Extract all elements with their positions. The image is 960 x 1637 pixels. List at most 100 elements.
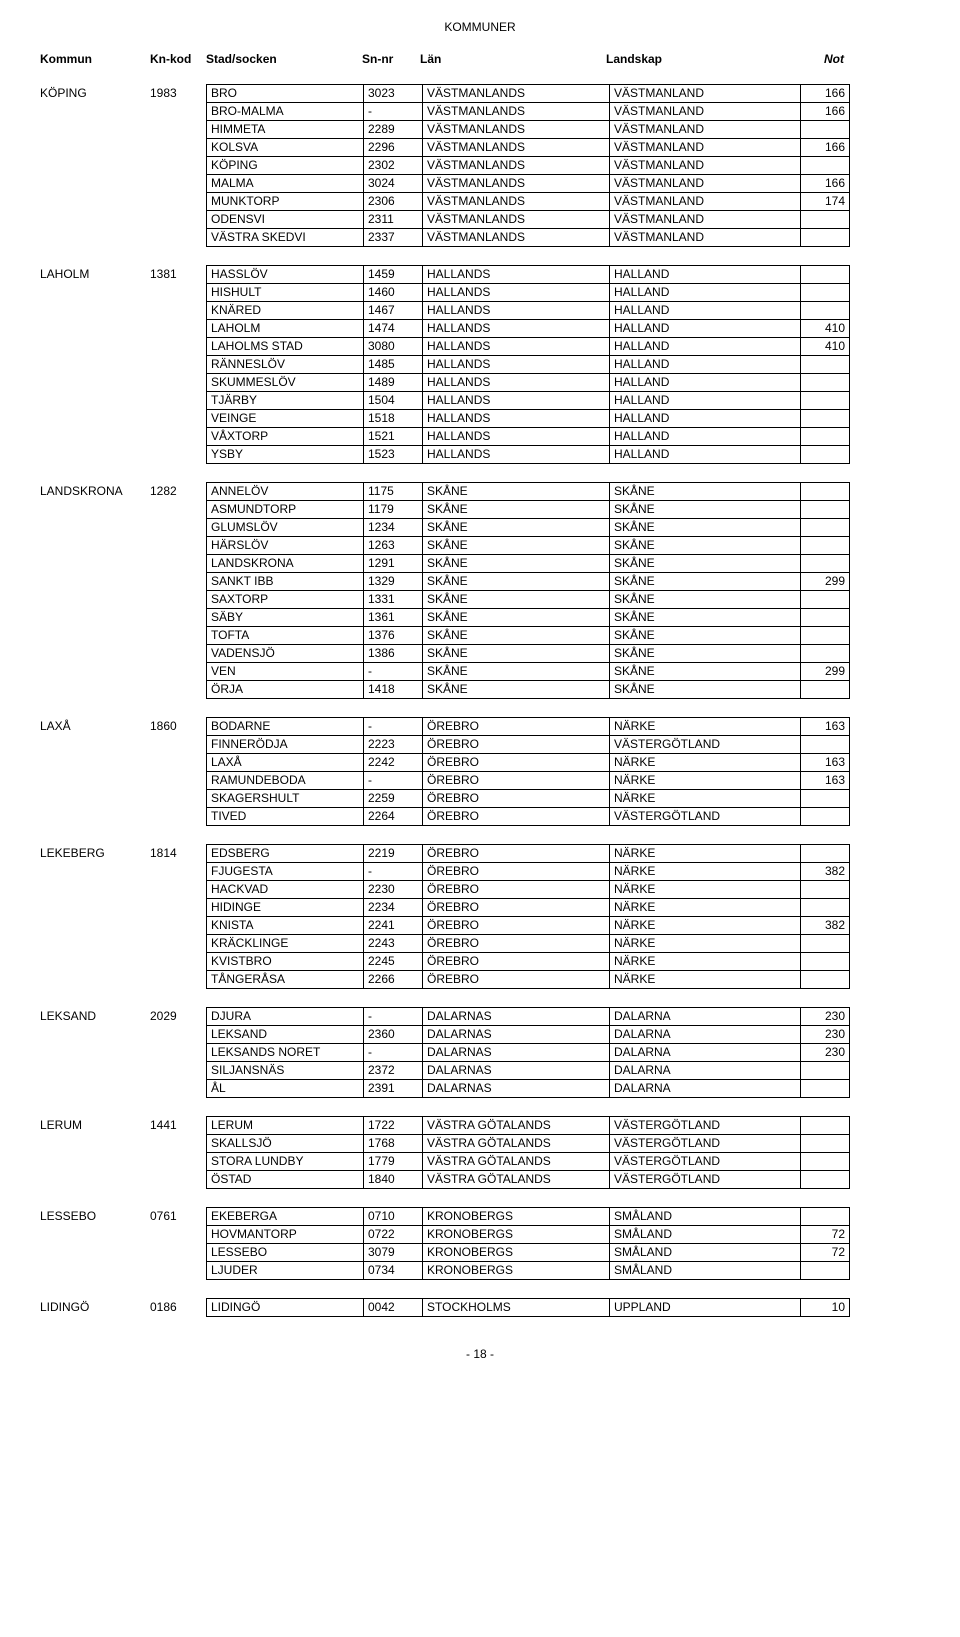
landskap-cell: SKÅNE (610, 591, 801, 609)
socken-cell: BRO (207, 85, 364, 103)
lan-cell: ÖREBRO (423, 808, 610, 826)
table-row: LAXÅ2242ÖREBRONÄRKE163 (207, 754, 850, 772)
not-cell (801, 645, 850, 663)
landskap-cell: HALLAND (610, 284, 801, 302)
kommun-name: LERUM (40, 1116, 150, 1132)
header-socken: Stad/socken (206, 52, 362, 66)
table-row: HÄRSLÖV1263SKÅNESKÅNE (207, 537, 850, 555)
socken-cell: LESSEBO (207, 1244, 364, 1262)
header-not: Not (796, 52, 844, 66)
landskap-cell: VÄSTMANLAND (610, 229, 801, 247)
landskap-cell: NÄRKE (610, 953, 801, 971)
rows-table: LERUM1722VÄSTRA GÖTALANDSVÄSTERGÖTLANDSK… (206, 1116, 850, 1189)
landskap-cell: SKÅNE (610, 555, 801, 573)
kommun-group: LIDINGÖ0186LIDINGÖ0042STOCKHOLMSUPPLAND1… (40, 1298, 920, 1317)
landskap-cell: HALLAND (610, 356, 801, 374)
landskap-cell: SKÅNE (610, 645, 801, 663)
snnr-cell: 2296 (364, 139, 423, 157)
landskap-cell: NÄRKE (610, 790, 801, 808)
header-knkod: Kn-kod (150, 52, 206, 66)
snnr-cell: - (364, 1008, 423, 1026)
socken-cell: TJÄRBY (207, 392, 364, 410)
landskap-cell: VÄSTERGÖTLAND (610, 1153, 801, 1171)
not-cell (801, 1262, 850, 1280)
landskap-cell: HALLAND (610, 374, 801, 392)
snnr-cell: - (364, 772, 423, 790)
table-row: LESSEBO3079KRONOBERGSSMÅLAND72 (207, 1244, 850, 1262)
not-cell (801, 157, 850, 175)
snnr-cell: 2289 (364, 121, 423, 139)
rows-table: DJURA-DALARNASDALARNA230LEKSAND2360DALAR… (206, 1007, 850, 1098)
snnr-cell: 0710 (364, 1208, 423, 1226)
table-row: LERUM1722VÄSTRA GÖTALANDSVÄSTERGÖTLAND (207, 1117, 850, 1135)
socken-cell: VÄSTRA SKEDVI (207, 229, 364, 247)
snnr-cell: 2311 (364, 211, 423, 229)
kommun-group: KÖPING1983BRO3023VÄSTMANLANDSVÄSTMANLAND… (40, 84, 920, 247)
lan-cell: KRONOBERGS (423, 1244, 610, 1262)
snnr-cell: 1263 (364, 537, 423, 555)
table-row: KVISTBRO2245ÖREBRONÄRKE (207, 953, 850, 971)
rows-table: BODARNE-ÖREBRONÄRKE163FINNERÖDJA2223ÖREB… (206, 717, 850, 826)
not-cell: 163 (801, 772, 850, 790)
not-cell (801, 374, 850, 392)
lan-cell: DALARNAS (423, 1026, 610, 1044)
not-cell: 299 (801, 663, 850, 681)
not-cell (801, 428, 850, 446)
snnr-cell: 2337 (364, 229, 423, 247)
lan-cell: HALLANDS (423, 446, 610, 464)
snnr-cell: 0042 (364, 1299, 423, 1317)
not-cell (801, 284, 850, 302)
landskap-cell: VÄSTMANLAND (610, 157, 801, 175)
group-left: KÖPING1983 (40, 84, 206, 247)
lan-cell: VÄSTMANLANDS (423, 211, 610, 229)
landskap-cell: VÄSTERGÖTLAND (610, 808, 801, 826)
not-cell: 166 (801, 85, 850, 103)
landskap-cell: SKÅNE (610, 483, 801, 501)
groups-container: KÖPING1983BRO3023VÄSTMANLANDSVÄSTMANLAND… (40, 84, 920, 1317)
not-cell (801, 1062, 850, 1080)
lan-cell: SKÅNE (423, 627, 610, 645)
kommun-name: LANDSKRONA (40, 482, 150, 498)
snnr-cell: - (364, 863, 423, 881)
socken-cell: HÄRSLÖV (207, 537, 364, 555)
landskap-cell: SKÅNE (610, 681, 801, 699)
table-row: EDSBERG2219ÖREBRONÄRKE (207, 845, 850, 863)
socken-cell: RÄNNESLÖV (207, 356, 364, 374)
not-cell: 163 (801, 754, 850, 772)
lan-cell: DALARNAS (423, 1080, 610, 1098)
table-row: TÅNGERÅSA2266ÖREBRONÄRKE (207, 971, 850, 989)
not-cell: 72 (801, 1244, 850, 1262)
landskap-cell: DALARNA (610, 1026, 801, 1044)
snnr-cell: 1840 (364, 1171, 423, 1189)
lan-cell: SKÅNE (423, 537, 610, 555)
not-cell (801, 356, 850, 374)
landskap-cell: VÄSTMANLAND (610, 85, 801, 103)
lan-cell: VÄSTRA GÖTALANDS (423, 1135, 610, 1153)
not-cell: 382 (801, 917, 850, 935)
table-row: LEKSANDS NORET-DALARNASDALARNA230 (207, 1044, 850, 1062)
not-cell: 166 (801, 175, 850, 193)
table-row: FINNERÖDJA2223ÖREBROVÄSTERGÖTLAND (207, 736, 850, 754)
landskap-cell: SMÅLAND (610, 1262, 801, 1280)
lan-cell: KRONOBERGS (423, 1226, 610, 1244)
snnr-cell: - (364, 103, 423, 121)
socken-cell: HASSLÖV (207, 266, 364, 284)
not-cell (801, 953, 850, 971)
lan-cell: ÖREBRO (423, 772, 610, 790)
socken-cell: LJUDER (207, 1262, 364, 1280)
lan-cell: DALARNAS (423, 1008, 610, 1026)
kommun-name: LAXÅ (40, 717, 150, 733)
not-cell: 230 (801, 1044, 850, 1062)
lan-cell: ÖREBRO (423, 899, 610, 917)
table-row: LJUDER0734KRONOBERGSSMÅLAND (207, 1262, 850, 1280)
table-row: SILJANSNÄS2372DALARNASDALARNA (207, 1062, 850, 1080)
snnr-cell: 1779 (364, 1153, 423, 1171)
snnr-cell: 2372 (364, 1062, 423, 1080)
lan-cell: HALLANDS (423, 266, 610, 284)
socken-cell: KÖPING (207, 157, 364, 175)
not-cell (801, 229, 850, 247)
not-cell (801, 1171, 850, 1189)
table-row: RAMUNDEBODA-ÖREBRONÄRKE163 (207, 772, 850, 790)
socken-cell: FJUGESTA (207, 863, 364, 881)
kn-kod: 1381 (150, 265, 206, 281)
